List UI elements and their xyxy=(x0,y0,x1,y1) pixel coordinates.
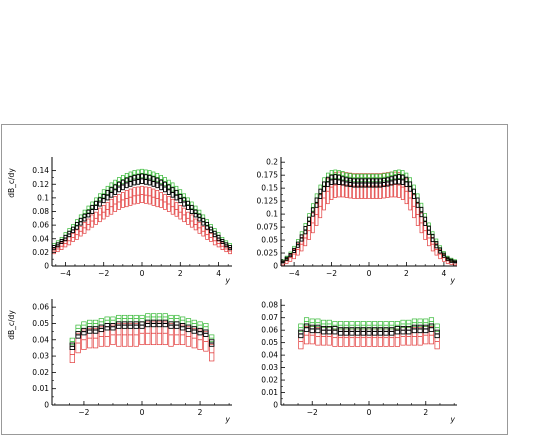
panel-0: 0 0.02 0.04 0.06 0.08 0.1 0.12 0.14 −4 −2 0 2 4y dB_c… xyxy=(7,157,233,285)
y-tick-label: 0.2 xyxy=(266,158,278,167)
y-tick-label: 0.01 xyxy=(32,384,49,393)
panel-3: 0 0.01 0.02 0.03 0.04 0.05 0.06 0.07 0.08 −2 0 2 y xyxy=(261,299,457,424)
y-tick-label: 0.025 xyxy=(257,249,279,258)
y-tick-label: 0.06 xyxy=(32,303,49,312)
y-tick-label: 0.06 xyxy=(32,221,49,230)
y-tick-label: 0.075 xyxy=(257,223,279,232)
y-tick-label: 0.02 xyxy=(32,368,49,377)
errbox-lower xyxy=(127,323,134,347)
y-tick-label: 0.1 xyxy=(37,193,49,202)
y-tick-label: 0.05 xyxy=(32,319,49,328)
x-axis-label: y xyxy=(225,276,231,285)
y-tick-label: 0.04 xyxy=(261,351,278,360)
y-tick-label: 0.14 xyxy=(32,166,49,175)
x-tick-label: 0 xyxy=(367,408,372,417)
x-axis-label: y xyxy=(450,276,456,285)
y-tick-label: 0.03 xyxy=(261,363,278,372)
y-tick-label: 0 xyxy=(44,262,49,271)
panel-2: 0 0.01 0.02 0.03 0.04 0.05 0.06 −2 0 2 y dB_c/dy xyxy=(7,299,232,424)
y-tick-label: 0 xyxy=(273,401,278,410)
x-tick-label: 2 xyxy=(178,269,183,278)
y-tick-label: 0 xyxy=(44,401,49,410)
y-tick-label: 0.02 xyxy=(32,248,49,257)
y-tick-label: 0.1 xyxy=(266,210,278,219)
x-tick-label: 4 xyxy=(216,269,221,278)
x-tick-label: 2 xyxy=(423,408,428,417)
x-tick-label: −2 xyxy=(307,408,318,417)
y-tick-label: 0.05 xyxy=(261,236,278,245)
y-tick-label: 0.175 xyxy=(257,171,279,180)
x-tick-label: 2 xyxy=(404,269,409,278)
x-axis-label: y xyxy=(225,415,231,424)
x-tick-label: 0 xyxy=(140,269,145,278)
y-tick-label: 0.06 xyxy=(261,326,278,335)
y-tick-label: 0.08 xyxy=(32,207,49,216)
x-tick-label: 0 xyxy=(367,269,372,278)
x-tick-label: −2 xyxy=(98,269,109,278)
figure-frame: 0 0.02 0.04 0.06 0.08 0.1 0.12 0.14 −4 −2 0 2 4 y dB_c… xyxy=(1,124,508,435)
x-axis-label: y xyxy=(450,415,456,424)
y-tick-label: 0.04 xyxy=(32,335,49,344)
panel-1: 0 0.025 0.05 0.075 0.1 0.125 0.15 0.175 0.2 −4 −2 0… xyxy=(257,157,458,285)
y-tick-label: 0.05 xyxy=(261,338,278,347)
errbox-lower xyxy=(128,188,133,206)
y-tick-label: 0.03 xyxy=(32,352,49,361)
y-tick-label: 0 xyxy=(273,262,278,271)
x-tick-label: 2 xyxy=(198,408,203,417)
errbox-central xyxy=(127,321,134,329)
x-tick-label: −2 xyxy=(78,408,89,417)
errbox-upper xyxy=(128,171,133,181)
y-tick-label: 0.15 xyxy=(261,184,278,193)
y-tick-label: 0.04 xyxy=(32,234,49,243)
y-tick-label: 0.08 xyxy=(261,301,278,310)
x-tick-label: −4 xyxy=(60,269,71,278)
x-tick-label: 4 xyxy=(442,269,447,278)
x-tick-label: −4 xyxy=(289,269,300,278)
figure-canvas: 00.020.040.060.080.10.120.14−4 −2 0 2 4ydB_c… xyxy=(7,157,458,424)
x-tick-label: 0 xyxy=(140,408,145,417)
y-tick-label: 0.01 xyxy=(261,388,278,397)
x-tick-label: −2 xyxy=(326,269,337,278)
y-tick-label: 0.125 xyxy=(257,197,279,206)
y-tick-label: 0.12 xyxy=(32,180,49,189)
y-tick-label: 0.02 xyxy=(261,376,278,385)
errbox-central xyxy=(128,176,133,187)
y-tick-label: 0.07 xyxy=(261,313,278,322)
y-axis-label: dB_c/dy xyxy=(7,310,16,340)
y-axis-label: dB_c/dy xyxy=(7,168,16,198)
